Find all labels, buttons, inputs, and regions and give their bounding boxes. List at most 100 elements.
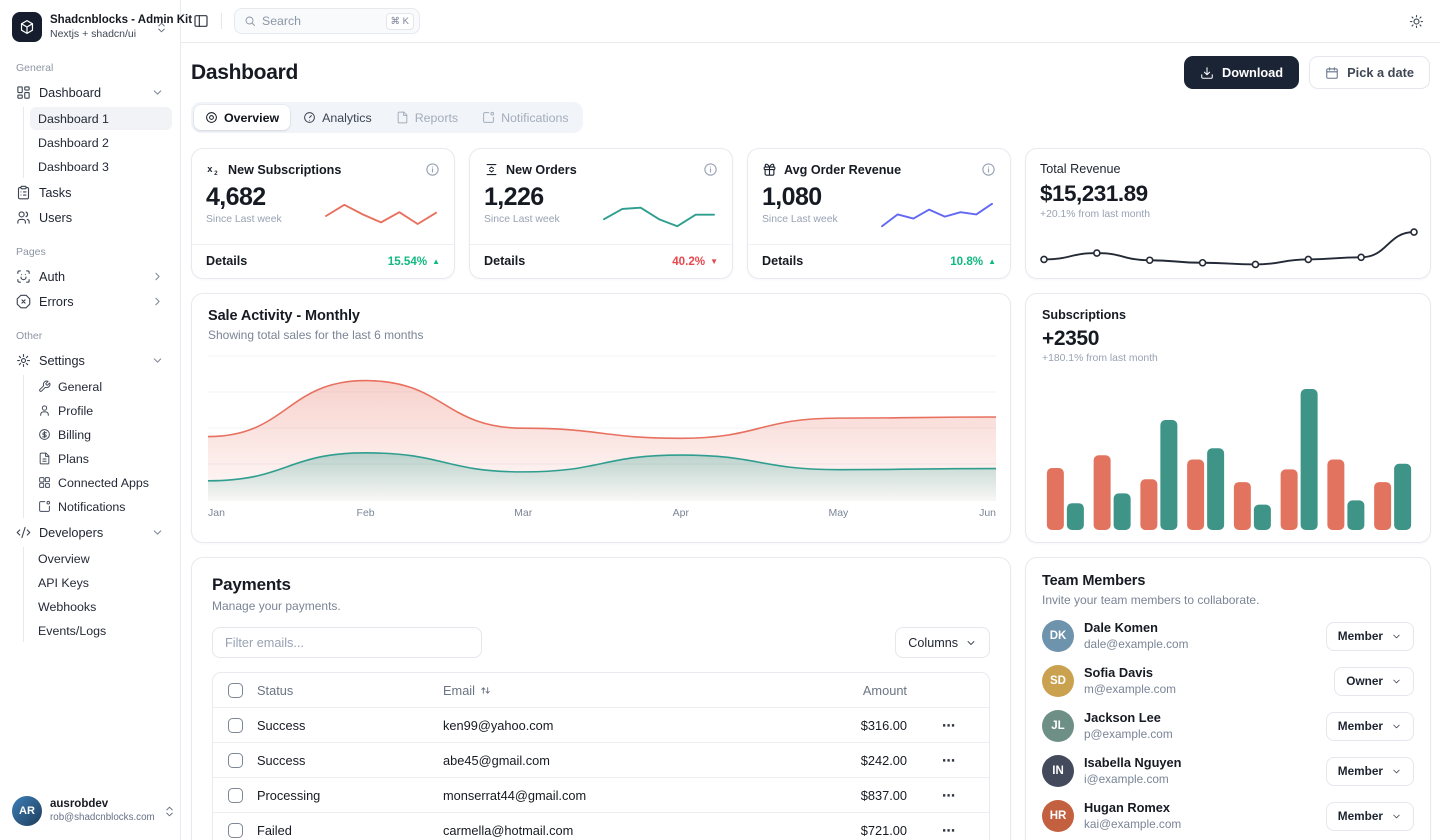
details-link[interactable]: Details bbox=[484, 254, 526, 268]
sidebar-item-settings[interactable]: Settings bbox=[8, 348, 172, 373]
sidebar-item-dev-api-keys[interactable]: API Keys bbox=[38, 575, 89, 590]
tab-overview[interactable]: Overview bbox=[194, 105, 291, 130]
info-icon[interactable] bbox=[703, 162, 718, 177]
pick-date-button[interactable]: Pick a date bbox=[1309, 56, 1430, 89]
stat-value: 1,226 bbox=[484, 183, 544, 211]
table-row: Processing monserrat44@gmail.com $837.00… bbox=[213, 778, 989, 813]
brand-logo bbox=[12, 12, 42, 42]
sidebar-item-tasks[interactable]: Tasks bbox=[8, 180, 172, 205]
row-checkbox[interactable] bbox=[227, 787, 243, 803]
change-badge: 40.2% ▼ bbox=[672, 254, 718, 268]
details-link[interactable]: Details bbox=[762, 254, 804, 268]
page-title: Dashboard bbox=[191, 60, 298, 84]
sidebar-item-users[interactable]: Users bbox=[8, 205, 172, 230]
chevron-down-icon bbox=[1391, 766, 1402, 777]
chevrons-up-down-icon bbox=[163, 805, 176, 818]
total-revenue-card: Total Revenue $15,231.89 +20.1% from las… bbox=[1025, 148, 1431, 279]
details-link[interactable]: Details bbox=[206, 254, 248, 268]
chevron-down-icon bbox=[151, 526, 164, 539]
role-select[interactable]: Owner bbox=[1334, 666, 1414, 696]
file-icon bbox=[396, 111, 409, 124]
subscriptions-value: +2350 bbox=[1042, 327, 1099, 350]
sidebar-item-dashboard[interactable]: Dashboard bbox=[8, 80, 172, 105]
team-members-card: Team Members Invite your team members to… bbox=[1025, 557, 1431, 840]
theme-toggle-icon[interactable] bbox=[1409, 14, 1424, 29]
sidebar-item-settings-connected-apps[interactable]: Connected Apps bbox=[30, 471, 172, 494]
download-button[interactable]: Download bbox=[1183, 56, 1300, 89]
tab-notifications[interactable]: Notifications bbox=[471, 105, 580, 130]
row-actions-menu[interactable]: ⋯ bbox=[942, 823, 956, 838]
section-label-general: General bbox=[16, 62, 54, 74]
table-row: Failed carmella@hotmail.com $721.00 ⋯ bbox=[213, 813, 989, 840]
axis-tick-label: Jan bbox=[208, 507, 225, 519]
subscriptions-chart bbox=[1042, 378, 1416, 530]
sidebar-item-dev-webhooks[interactable]: Webhooks bbox=[38, 599, 97, 614]
sparkline-chart bbox=[322, 196, 440, 236]
role-select[interactable]: Member bbox=[1325, 756, 1414, 786]
row-checkbox[interactable] bbox=[227, 823, 243, 838]
select-all-checkbox[interactable] bbox=[227, 682, 243, 698]
row-checkbox[interactable] bbox=[227, 752, 243, 768]
amount-cell: $316.00 bbox=[860, 717, 907, 733]
info-icon[interactable] bbox=[425, 162, 440, 177]
chevron-down-icon bbox=[1391, 811, 1402, 822]
search-box[interactable]: ⌘ K bbox=[234, 8, 420, 34]
row-actions-menu[interactable]: ⋯ bbox=[942, 787, 956, 803]
svg-text:x: x bbox=[207, 164, 213, 174]
sort-icon[interactable] bbox=[479, 684, 492, 697]
row-actions-menu[interactable]: ⋯ bbox=[942, 717, 956, 733]
sidebar-toggle-icon[interactable] bbox=[193, 13, 209, 29]
axis-tick-label: May bbox=[828, 507, 849, 519]
target-icon bbox=[205, 111, 218, 124]
sidebar-item-dev-events-logs[interactable]: Events/Logs bbox=[38, 623, 107, 638]
subscriptions-card: Subscriptions +2350 +180.1% from last mo… bbox=[1025, 293, 1431, 543]
email-cell: monserrat44@gmail.com bbox=[443, 787, 587, 803]
clipboard-list-icon bbox=[16, 185, 31, 200]
info-icon[interactable] bbox=[981, 162, 996, 177]
filter-emails-input[interactable] bbox=[212, 627, 482, 658]
sidebar-item-dashboard-1[interactable]: Dashboard 1 bbox=[30, 107, 172, 130]
sidebar-user-menu[interactable]: AR ausrobdev rob@shadcnblocks.com bbox=[8, 792, 173, 830]
sidebar-item-dashboard-2[interactable]: Dashboard 2 bbox=[38, 135, 109, 150]
sale-activity-chart bbox=[208, 355, 996, 501]
file-text-icon bbox=[38, 452, 51, 465]
avatar: HR bbox=[1042, 800, 1074, 832]
chevron-down-icon bbox=[1391, 721, 1402, 732]
sidebar-item-auth[interactable]: Auth bbox=[8, 264, 172, 289]
table-header-row: Status Email Amount bbox=[213, 673, 989, 708]
status-cell: Processing bbox=[257, 787, 321, 803]
sidebar-item-dev-overview[interactable]: Overview bbox=[38, 551, 90, 566]
tab-reports[interactable]: Reports bbox=[385, 105, 469, 130]
row-checkbox[interactable] bbox=[227, 717, 243, 733]
brand-title: Shadcnblocks - Admin Kit bbox=[50, 14, 193, 27]
chevrons-up-down-icon[interactable] bbox=[155, 21, 168, 34]
role-select[interactable]: Member bbox=[1325, 621, 1414, 651]
columns-button[interactable]: Columns bbox=[895, 627, 990, 658]
sidebar-item-settings-profile[interactable]: Profile bbox=[30, 399, 172, 422]
user-name: ausrobdev bbox=[50, 798, 109, 811]
amount-cell: $721.00 bbox=[860, 823, 907, 838]
user-icon bbox=[38, 404, 51, 417]
sidebar-item-errors[interactable]: Errors bbox=[8, 289, 172, 314]
scan-face-icon bbox=[16, 269, 31, 284]
sidebar-item-settings-plans[interactable]: Plans bbox=[30, 447, 172, 470]
role-select[interactable]: Member bbox=[1325, 711, 1414, 741]
tab-analytics[interactable]: Analytics bbox=[292, 105, 383, 130]
avatar: DK bbox=[1042, 620, 1074, 652]
role-select[interactable]: Member bbox=[1325, 801, 1414, 831]
row-actions-menu[interactable]: ⋯ bbox=[942, 752, 956, 768]
sidebar-item-dashboard-3[interactable]: Dashboard 3 bbox=[38, 159, 109, 174]
brand-switcher[interactable]: Shadcnblocks - Admin Kit Nextjs + shadcn… bbox=[8, 8, 193, 46]
sidebar-item-settings-general[interactable]: General bbox=[30, 375, 172, 398]
team-member-row: SD Sofia Davis m@example.com Owner bbox=[1042, 665, 1414, 697]
stat-value: 4,682 bbox=[206, 183, 266, 211]
sidebar-item-settings-billing[interactable]: Billing bbox=[30, 423, 172, 446]
code-icon bbox=[16, 525, 31, 540]
sidebar-item-developers[interactable]: Developers bbox=[8, 520, 172, 545]
search-input[interactable] bbox=[262, 14, 380, 28]
box-logo-icon bbox=[19, 19, 35, 35]
square-dot-icon bbox=[38, 500, 51, 513]
sidebar-item-settings-notifications[interactable]: Notifications bbox=[30, 495, 172, 518]
